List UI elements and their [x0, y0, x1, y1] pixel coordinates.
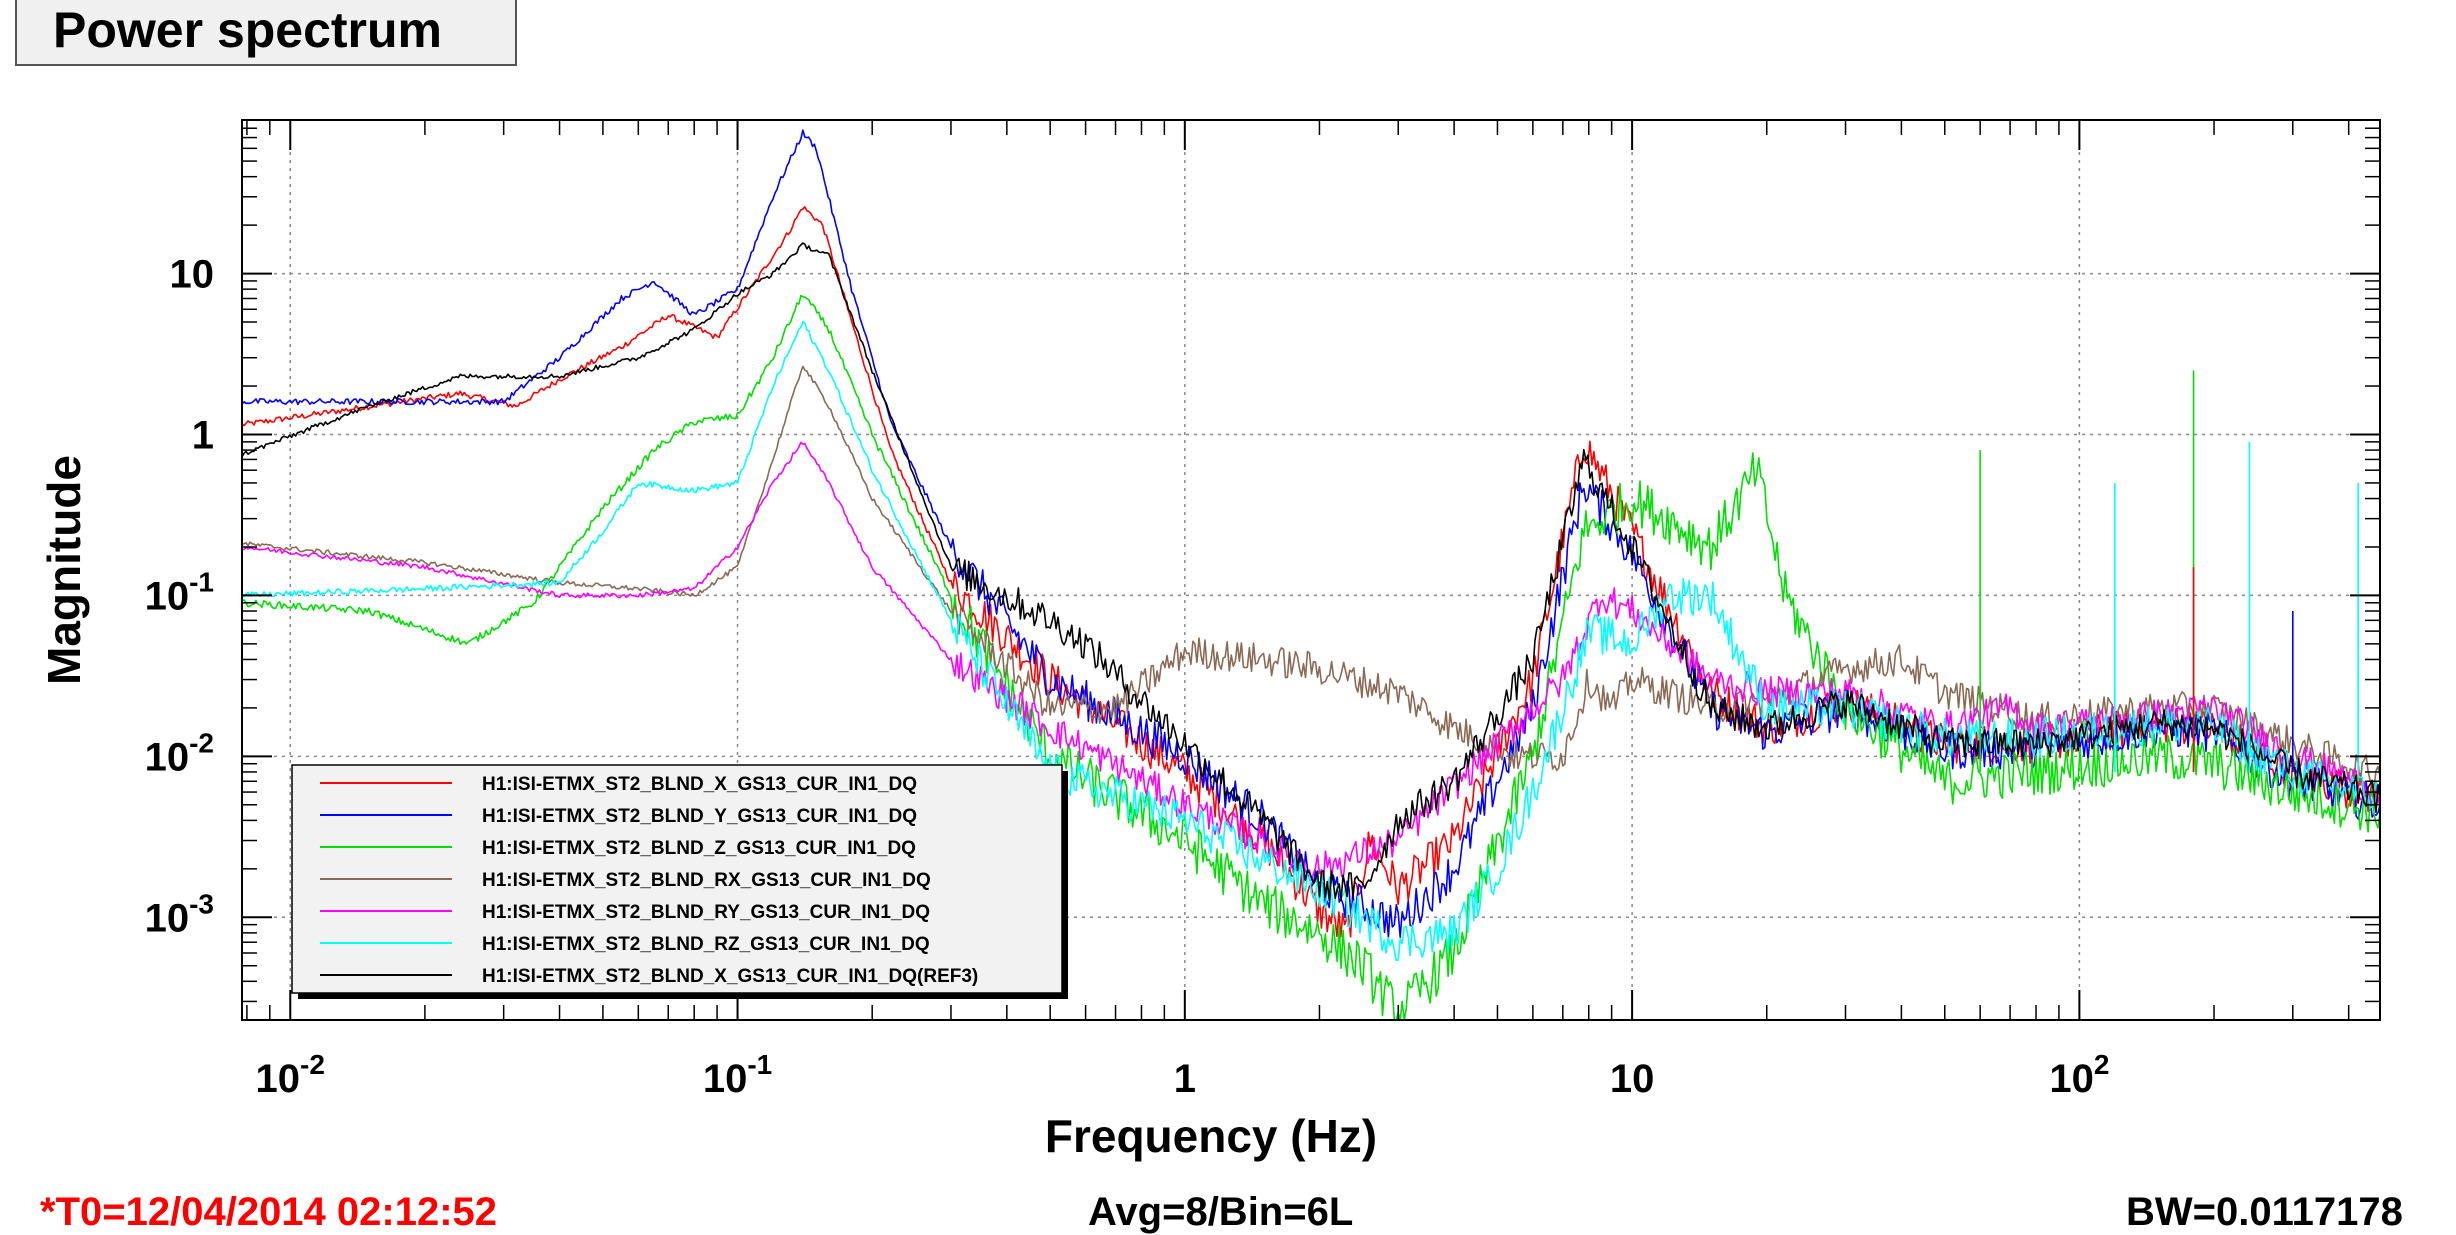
legend-entry-label: H1:ISI-ETMX_ST2_BLND_Z_GS13_CUR_IN1_DQ: [482, 838, 916, 859]
t0-timestamp: *T0=12/04/2014 02:12:52: [40, 1190, 498, 1234]
x-tick-label: 10-1: [703, 1049, 772, 1101]
chart-title: Power spectrum: [15, 0, 517, 66]
series-line: [241, 294, 2381, 1021]
bandwidth-info: BW=0.0117178: [2126, 1190, 2403, 1234]
legend-entry-label: H1:ISI-ETMX_ST2_BLND_RX_GS13_CUR_IN1_DQ: [482, 870, 931, 891]
x-tick-base: 10: [1610, 1057, 1655, 1101]
y-tick-exponent: -2: [189, 727, 214, 758]
x-tick-exponent: -2: [300, 1049, 325, 1080]
x-tick-exponent: 2: [2094, 1049, 2110, 1080]
legend-entry-label: H1:ISI-ETMX_ST2_BLND_RZ_GS13_CUR_IN1_DQ: [482, 934, 930, 955]
y-tick-exponent: -1: [189, 566, 214, 597]
y-tick-base: 10: [145, 735, 190, 779]
spectral-spikes: [1979, 370, 2359, 772]
y-tick-base: 10: [145, 896, 190, 940]
x-tick-label: 102: [2049, 1049, 2109, 1101]
y-tick-label: 10-1: [145, 566, 214, 618]
grid: [242, 120, 2380, 1020]
x-axis-label: Frequency (Hz): [1045, 1110, 1377, 1162]
legend-entry-label: H1:ISI-ETMX_ST2_BLND_X_GS13_CUR_IN1_DQ: [482, 774, 917, 795]
x-tick-label: 10-2: [256, 1049, 325, 1101]
x-tick-base: 10: [703, 1057, 748, 1101]
legend-entry-label: H1:ISI-ETMX_ST2_BLND_X_GS13_CUR_IN1_DQ(R…: [482, 966, 978, 987]
y-tick-base: 10: [145, 574, 190, 618]
y-axis-label: Magnitude: [38, 455, 90, 685]
y-tick-label: 10-3: [145, 888, 214, 940]
legend-entry-label: H1:ISI-ETMX_ST2_BLND_Y_GS13_CUR_IN1_DQ: [482, 806, 917, 827]
y-tick-label: 10-2: [145, 727, 214, 779]
legend[interactable]: H1:ISI-ETMX_ST2_BLND_X_GS13_CUR_IN1_DQ H1…: [291, 764, 1068, 999]
series-line: [241, 365, 2381, 788]
series-line: [241, 242, 2381, 902]
series-line: [241, 206, 2381, 938]
x-tick-base: 1: [1174, 1057, 1196, 1101]
axis-ticks: [242, 120, 2380, 1020]
y-tick-base: 10: [170, 253, 215, 297]
x-tick-label: 10: [1610, 1057, 1655, 1101]
x-tick-base: 10: [2049, 1057, 2094, 1101]
x-tick-label: 1: [1174, 1057, 1196, 1101]
y-tick-base: 1: [192, 413, 214, 457]
series-lines: [241, 129, 2381, 1021]
x-tick-base: 10: [256, 1057, 301, 1101]
averaging-info: Avg=8/Bin=6L: [1088, 1190, 1354, 1234]
y-tick-exponent: -3: [189, 888, 214, 919]
x-tick-exponent: -1: [747, 1049, 772, 1080]
y-tick-label: 1: [192, 413, 214, 457]
legend-entry-label: H1:ISI-ETMX_ST2_BLND_RY_GS13_CUR_IN1_DQ: [482, 902, 930, 923]
y-tick-label: 10: [170, 253, 215, 297]
series-line: [241, 441, 2381, 881]
plot-frame: [241, 119, 2381, 1021]
